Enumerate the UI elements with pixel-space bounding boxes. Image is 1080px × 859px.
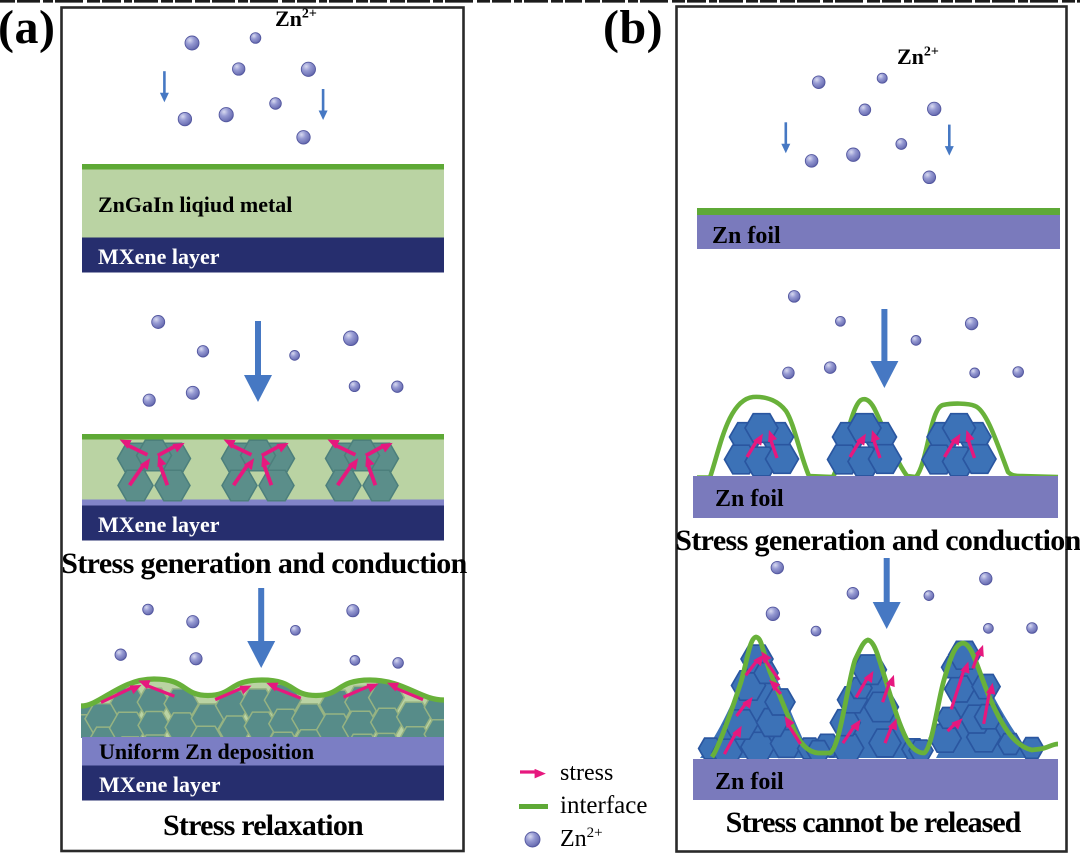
svg-text:Stress relaxation: Stress relaxation bbox=[163, 809, 364, 842]
svg-text:stress: stress bbox=[560, 760, 613, 786]
svg-text:Zn foil: Zn foil bbox=[712, 223, 781, 249]
svg-text:MXene layer: MXene layer bbox=[98, 512, 220, 537]
svg-text:Stress cannot be released: Stress cannot be released bbox=[726, 806, 1022, 839]
svg-text:MXene layer: MXene layer bbox=[98, 244, 220, 269]
svg-text:Uniform Zn deposition: Uniform Zn deposition bbox=[99, 739, 314, 764]
svg-text:Zn foil: Zn foil bbox=[715, 769, 784, 795]
svg-text:MXene layer: MXene layer bbox=[99, 772, 221, 797]
svg-text:interface: interface bbox=[560, 792, 647, 819]
svg-text:(b): (b) bbox=[603, 1, 663, 54]
svg-text:ZnGaIn liqiud metal: ZnGaIn liqiud metal bbox=[98, 192, 292, 217]
svg-text:(a): (a) bbox=[0, 1, 55, 54]
svg-text:Zn foil: Zn foil bbox=[715, 486, 784, 512]
svg-text:Stress generation and conducti: Stress generation and conduction bbox=[675, 524, 1080, 557]
svg-text:Stress generation and conducti: Stress generation and conduction bbox=[61, 547, 467, 580]
